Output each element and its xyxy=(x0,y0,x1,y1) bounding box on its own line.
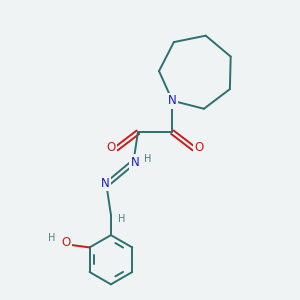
Text: N: N xyxy=(168,94,177,107)
Text: O: O xyxy=(195,141,204,154)
Text: H: H xyxy=(118,214,125,224)
Text: O: O xyxy=(106,141,116,154)
Text: O: O xyxy=(61,236,70,249)
Text: H: H xyxy=(144,154,152,164)
Text: N: N xyxy=(100,177,109,190)
Text: H: H xyxy=(48,233,55,243)
Text: N: N xyxy=(130,156,139,169)
